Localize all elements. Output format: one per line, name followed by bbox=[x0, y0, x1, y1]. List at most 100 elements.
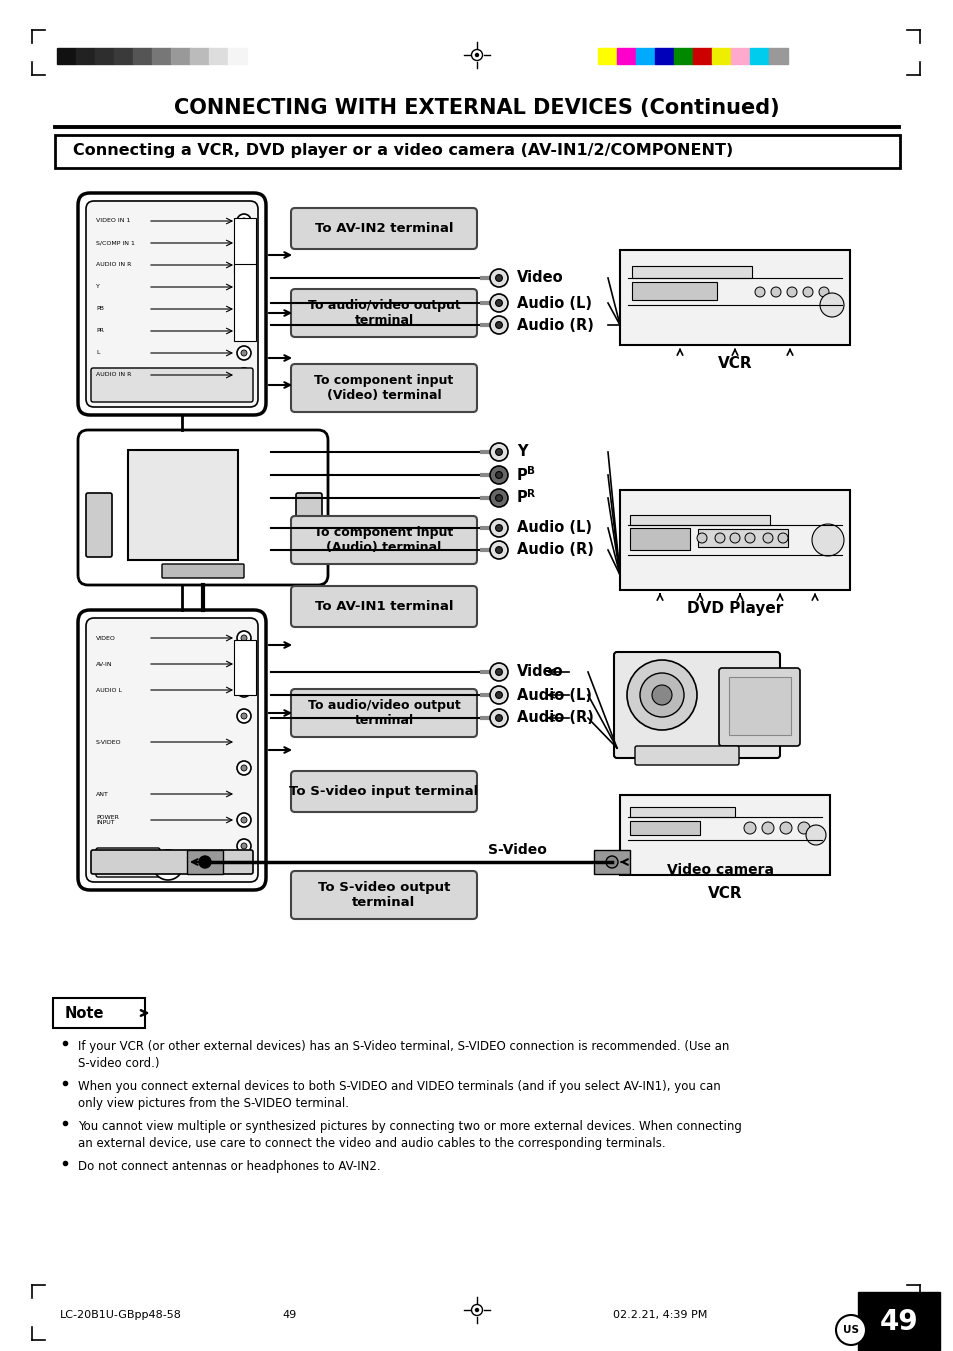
Text: VCR: VCR bbox=[707, 885, 741, 901]
Circle shape bbox=[797, 821, 809, 834]
Text: AUDIO IN R: AUDIO IN R bbox=[96, 262, 132, 267]
Circle shape bbox=[802, 286, 812, 297]
FancyBboxPatch shape bbox=[78, 193, 266, 415]
Text: Audio (L): Audio (L) bbox=[517, 296, 592, 311]
Circle shape bbox=[490, 663, 507, 681]
Circle shape bbox=[490, 269, 507, 286]
FancyBboxPatch shape bbox=[291, 289, 476, 336]
Text: To S-video output
terminal: To S-video output terminal bbox=[317, 881, 450, 909]
Circle shape bbox=[236, 367, 251, 382]
Circle shape bbox=[754, 286, 764, 297]
Text: Audio (L): Audio (L) bbox=[517, 688, 592, 703]
Bar bbox=[233, 263, 255, 340]
FancyBboxPatch shape bbox=[635, 746, 739, 765]
Circle shape bbox=[241, 661, 247, 667]
Circle shape bbox=[236, 280, 251, 295]
Bar bbox=[132, 49, 152, 63]
Text: Y: Y bbox=[517, 444, 527, 459]
Text: ANT: ANT bbox=[96, 792, 109, 797]
Text: S/COMP IN 1: S/COMP IN 1 bbox=[96, 240, 134, 246]
Circle shape bbox=[490, 519, 507, 536]
Circle shape bbox=[236, 346, 251, 359]
Circle shape bbox=[241, 713, 247, 719]
Circle shape bbox=[495, 547, 502, 554]
FancyBboxPatch shape bbox=[629, 515, 769, 526]
Circle shape bbox=[236, 236, 251, 250]
Text: PR: PR bbox=[96, 328, 104, 334]
Bar bbox=[233, 640, 255, 694]
Circle shape bbox=[475, 54, 478, 57]
Text: To audio/video output
terminal: To audio/video output terminal bbox=[307, 299, 460, 327]
Text: Video: Video bbox=[517, 270, 563, 285]
Bar bbox=[598, 49, 617, 63]
Circle shape bbox=[490, 540, 507, 559]
Text: Y: Y bbox=[96, 285, 100, 289]
Text: Audio (R): Audio (R) bbox=[517, 711, 594, 725]
Circle shape bbox=[490, 466, 507, 484]
Bar bbox=[187, 850, 223, 874]
FancyBboxPatch shape bbox=[629, 807, 734, 817]
Circle shape bbox=[236, 839, 251, 852]
Circle shape bbox=[236, 684, 251, 697]
Bar bbox=[655, 49, 673, 63]
FancyBboxPatch shape bbox=[614, 653, 780, 758]
Text: PB: PB bbox=[96, 307, 104, 312]
Text: If your VCR (or other external devices) has an S-Video terminal, S-VIDEO connect: If your VCR (or other external devices) … bbox=[78, 1040, 729, 1070]
Circle shape bbox=[744, 534, 754, 543]
Circle shape bbox=[762, 534, 772, 543]
Bar bbox=[57, 49, 76, 63]
Text: CONNECTING WITH EXTERNAL DEVICES (Continued): CONNECTING WITH EXTERNAL DEVICES (Contin… bbox=[174, 99, 779, 118]
Text: S-VIDEO: S-VIDEO bbox=[96, 739, 121, 744]
Circle shape bbox=[495, 524, 502, 531]
Circle shape bbox=[475, 1309, 478, 1312]
FancyBboxPatch shape bbox=[96, 848, 160, 877]
Circle shape bbox=[495, 449, 502, 455]
Circle shape bbox=[241, 218, 247, 224]
Circle shape bbox=[605, 857, 618, 867]
FancyBboxPatch shape bbox=[629, 528, 689, 550]
Circle shape bbox=[236, 324, 251, 338]
FancyBboxPatch shape bbox=[719, 667, 800, 746]
Circle shape bbox=[495, 322, 502, 328]
Bar bbox=[95, 49, 113, 63]
FancyBboxPatch shape bbox=[619, 250, 849, 345]
FancyBboxPatch shape bbox=[78, 430, 328, 585]
Bar bbox=[171, 49, 190, 63]
Circle shape bbox=[729, 534, 740, 543]
Circle shape bbox=[778, 534, 787, 543]
Text: To component input
(Audio) terminal: To component input (Audio) terminal bbox=[314, 526, 453, 554]
Text: To audio/video output
terminal: To audio/video output terminal bbox=[307, 698, 460, 727]
Circle shape bbox=[236, 213, 251, 228]
Circle shape bbox=[241, 372, 247, 378]
FancyBboxPatch shape bbox=[291, 771, 476, 812]
Text: LC-20B1U-GBpp48-58: LC-20B1U-GBpp48-58 bbox=[60, 1310, 182, 1320]
Circle shape bbox=[697, 534, 706, 543]
Text: US: US bbox=[842, 1325, 858, 1335]
Circle shape bbox=[490, 295, 507, 312]
FancyBboxPatch shape bbox=[86, 493, 112, 557]
FancyBboxPatch shape bbox=[86, 201, 257, 407]
Text: P: P bbox=[517, 467, 527, 482]
Text: Audio (L): Audio (L) bbox=[517, 520, 592, 535]
Bar bbox=[673, 49, 692, 63]
Bar bbox=[152, 49, 171, 63]
Circle shape bbox=[490, 489, 507, 507]
Bar bbox=[768, 49, 787, 63]
Circle shape bbox=[495, 471, 502, 478]
Circle shape bbox=[241, 688, 247, 693]
Circle shape bbox=[495, 715, 502, 721]
Bar bbox=[749, 49, 768, 63]
Text: L: L bbox=[96, 350, 99, 355]
Bar bbox=[113, 49, 132, 63]
Text: VIDEO: VIDEO bbox=[96, 635, 115, 640]
Text: 02.2.21, 4:39 PM: 02.2.21, 4:39 PM bbox=[612, 1310, 706, 1320]
Text: S-Video: S-Video bbox=[488, 843, 546, 857]
Circle shape bbox=[835, 1315, 865, 1346]
FancyBboxPatch shape bbox=[295, 493, 322, 557]
Text: You cannot view multiple or synthesized pictures by connecting two or more exter: You cannot view multiple or synthesized … bbox=[78, 1120, 741, 1150]
Circle shape bbox=[495, 494, 502, 501]
FancyBboxPatch shape bbox=[291, 586, 476, 627]
Circle shape bbox=[236, 813, 251, 827]
Text: Connecting a VCR, DVD player or a video camera (AV-IN1/2/COMPONENT): Connecting a VCR, DVD player or a video … bbox=[73, 143, 733, 158]
Text: Video: Video bbox=[517, 665, 563, 680]
